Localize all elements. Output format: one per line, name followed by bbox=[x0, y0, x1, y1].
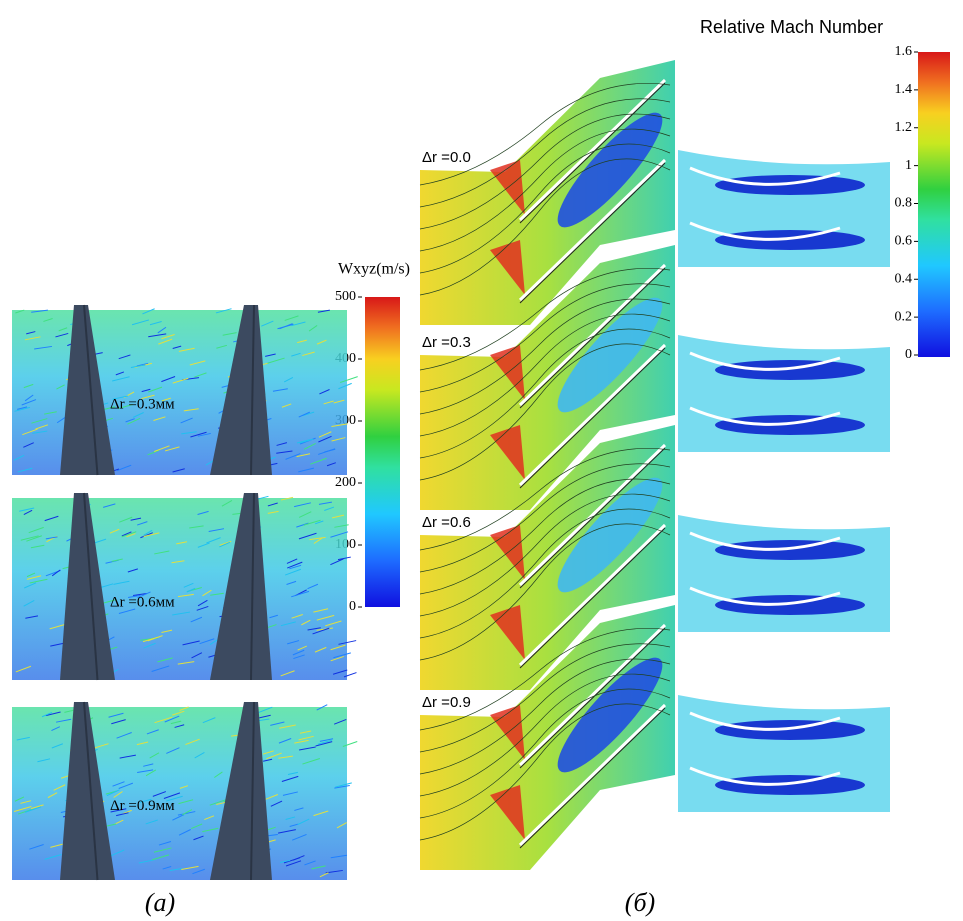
case-label: Δr =0.9мм bbox=[110, 798, 175, 814]
colorbar-tick-label: 1.4 bbox=[895, 82, 913, 97]
colorbar-title: Wxyz(m/s) bbox=[338, 261, 410, 278]
case-label: Δr =0.0 bbox=[422, 149, 471, 166]
colorbar-tick-label: 1.6 bbox=[895, 44, 913, 59]
colorbar-tick-label: 200 bbox=[335, 475, 356, 490]
colorbar-tick-label: 0.2 bbox=[895, 309, 913, 324]
colorbar-tick-label: 1 bbox=[905, 158, 912, 173]
colorbar-tick-label: 1.2 bbox=[895, 120, 913, 135]
panel-label: (a) bbox=[145, 888, 175, 917]
colorbar bbox=[918, 52, 950, 357]
case-label: Δr =0.9 bbox=[422, 694, 471, 711]
contour-low bbox=[715, 720, 865, 740]
colorbar-tick-label: 0 bbox=[349, 599, 356, 614]
colorbar-tick-label: 0.4 bbox=[895, 271, 913, 286]
contour-low bbox=[715, 415, 865, 435]
contour-low bbox=[715, 230, 865, 250]
panel-label: (б) bbox=[625, 888, 655, 917]
colorbar-tick-label: 0 bbox=[905, 347, 912, 362]
contour-low bbox=[715, 175, 865, 195]
contour-low bbox=[715, 595, 865, 615]
case-label: Δr =0.3 bbox=[422, 334, 471, 351]
figure: (a) (б) Wxyz(m/s) Relative Mach Number 0… bbox=[0, 0, 963, 921]
colorbar bbox=[365, 297, 400, 607]
case-label: Δr =0.6 bbox=[422, 514, 471, 531]
contour-low bbox=[715, 540, 865, 560]
colorbar-tick-label: 0.8 bbox=[895, 196, 913, 211]
case-label: Δr =0.6мм bbox=[110, 595, 175, 611]
colorbar-title: Relative Mach Number bbox=[700, 17, 883, 37]
colorbar-tick-label: 0.6 bbox=[895, 234, 913, 249]
case-label: Δr =0.3мм bbox=[110, 396, 175, 412]
colorbar-tick-label: 500 bbox=[335, 289, 356, 304]
contour-low bbox=[715, 775, 865, 795]
contour-low bbox=[715, 360, 865, 380]
